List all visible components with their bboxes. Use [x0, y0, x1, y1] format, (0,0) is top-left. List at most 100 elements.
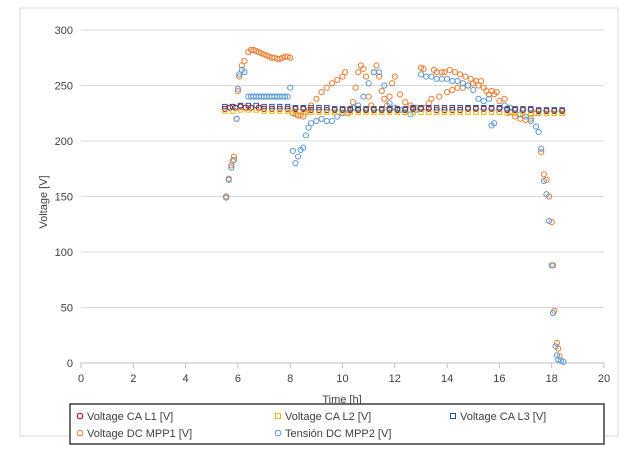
data-point	[308, 120, 315, 127]
legend-label: Tensión DC MPP2 [V]	[285, 428, 391, 440]
y-tick-label: 200	[55, 136, 73, 148]
data-point	[488, 105, 495, 111]
data-point	[543, 110, 550, 116]
data-point	[552, 343, 559, 350]
data-point	[396, 91, 404, 98]
data-point	[528, 106, 534, 112]
data-point	[535, 107, 542, 113]
data-point	[233, 115, 240, 122]
data-point	[245, 102, 252, 109]
data-point	[355, 109, 361, 115]
data-point	[352, 84, 359, 91]
y-tick-label: 250	[55, 81, 73, 93]
data-point	[331, 106, 338, 112]
x-tick-label: 4	[183, 373, 189, 385]
data-point	[324, 105, 330, 111]
data-point	[470, 86, 477, 94]
chart-frame	[19, 7, 619, 437]
data-point	[328, 117, 336, 125]
data-point	[355, 102, 362, 109]
data-point	[475, 82, 482, 89]
data-point	[378, 87, 385, 95]
data-point	[473, 105, 479, 111]
data-point	[491, 120, 498, 127]
data-point	[386, 109, 393, 115]
data-point	[373, 62, 380, 69]
series-points	[221, 46, 567, 365]
data-point	[230, 153, 238, 160]
legend: Voltage CA L1 [V] Voltage CA L2 [V] Voltag…	[69, 403, 605, 445]
data-point	[222, 103, 228, 110]
data-point	[551, 110, 558, 116]
data-point	[433, 105, 440, 111]
data-point	[402, 99, 409, 106]
data-point	[331, 109, 338, 115]
data-point	[535, 110, 542, 116]
data-point	[436, 93, 443, 100]
data-point	[428, 95, 435, 102]
y-tick-label: 0	[67, 358, 73, 370]
data-point	[560, 358, 567, 365]
data-point	[237, 102, 244, 109]
data-point	[292, 160, 299, 167]
data-point	[559, 110, 565, 116]
data-point	[418, 105, 424, 111]
data-point	[300, 105, 306, 111]
data-point	[379, 106, 385, 112]
data-point	[428, 73, 435, 80]
x-tick-label: 6	[235, 373, 241, 385]
legend-marker	[274, 429, 282, 437]
data-point	[313, 117, 320, 125]
data-point	[527, 117, 534, 125]
data-point	[342, 69, 349, 76]
data-point	[381, 95, 388, 102]
data-point	[386, 100, 393, 107]
data-point	[229, 103, 236, 110]
y-tick-label: 50	[61, 303, 73, 315]
x-tick-label: 8	[287, 373, 293, 385]
data-point	[477, 77, 485, 85]
data-point	[238, 62, 245, 69]
data-point	[284, 93, 291, 100]
data-point	[381, 82, 388, 89]
data-point	[512, 106, 518, 112]
data-point	[501, 95, 508, 102]
x-tick-label: 20	[598, 373, 610, 385]
legend-label: Voltage CA L1 [V]	[87, 411, 173, 423]
data-point	[376, 73, 383, 80]
data-point	[287, 54, 294, 61]
legend-label: Voltage DC MPP1 [V]	[87, 428, 192, 440]
data-point	[318, 115, 325, 122]
data-point	[308, 105, 314, 111]
data-point	[339, 106, 346, 112]
legend-marker	[76, 412, 84, 420]
data-point	[365, 80, 372, 87]
y-tick-label: 100	[55, 247, 73, 259]
data-point	[438, 69, 445, 76]
data-point	[313, 95, 320, 102]
data-point	[410, 105, 416, 111]
data-point	[548, 262, 555, 269]
data-point	[223, 194, 230, 201]
data-point	[543, 107, 550, 113]
data-point	[538, 145, 545, 152]
data-point	[459, 80, 466, 87]
x-axis-label: Time [h]	[322, 394, 361, 406]
data-point	[444, 75, 451, 82]
data-point	[261, 103, 267, 110]
data-point	[402, 109, 408, 115]
axes	[80, 362, 605, 368]
legend-marker	[275, 413, 281, 419]
data-point	[292, 108, 299, 114]
data-point	[292, 105, 299, 111]
data-point	[253, 102, 259, 109]
data-point	[480, 97, 487, 105]
data-point	[451, 69, 459, 76]
legend-label: Voltage CA L2 [V]	[285, 411, 371, 423]
gridlines	[81, 29, 604, 308]
data-point	[391, 73, 398, 80]
data-point	[520, 106, 526, 112]
data-point	[496, 97, 503, 105]
